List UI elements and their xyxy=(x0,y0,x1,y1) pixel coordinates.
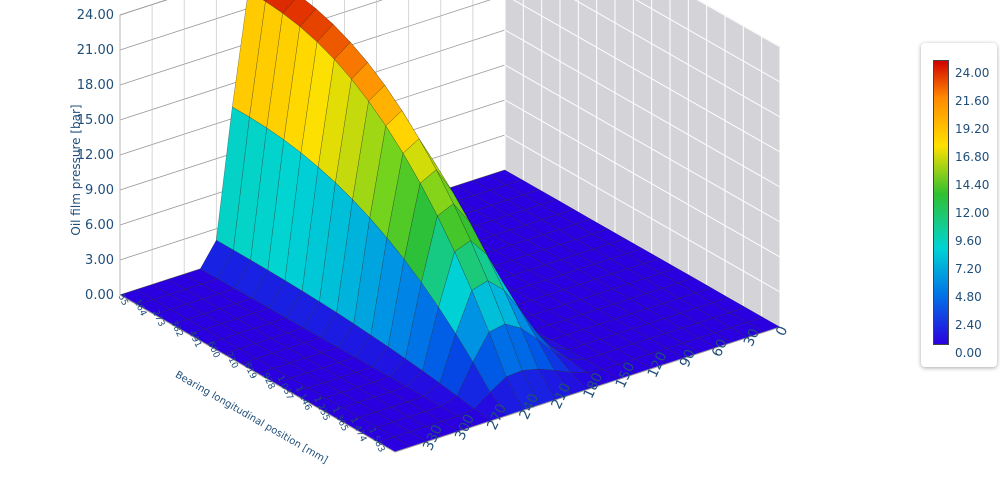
legend-label: 12.00 xyxy=(955,206,990,220)
z-tick-label: 21.00 xyxy=(77,43,114,58)
legend-label: 7.20 xyxy=(955,262,982,276)
legend-label: 16.80 xyxy=(955,150,990,164)
legend-label: 19.20 xyxy=(955,122,990,136)
z-tick-label: 0.00 xyxy=(85,288,114,303)
side-wall-gridline xyxy=(504,29,781,188)
x-tick-label: 60 xyxy=(709,337,731,360)
z-tick-label: 15.00 xyxy=(77,113,114,128)
side-wall-gridline xyxy=(504,64,781,223)
legend-label: 2.40 xyxy=(955,318,982,332)
z-tick-label: 24.00 xyxy=(77,8,114,23)
legend-label: 21.60 xyxy=(955,94,990,108)
x-tick-label: 30 xyxy=(741,326,763,349)
legend-label: 4.80 xyxy=(955,290,982,304)
legend-label: 9.60 xyxy=(955,234,982,248)
legend-colorbar xyxy=(933,60,949,345)
y-tick-label: 55 xyxy=(116,293,130,308)
legend-label: 14.40 xyxy=(955,178,990,192)
z-tick-label: 3.00 xyxy=(85,253,114,268)
z-tick-label: 9.00 xyxy=(85,183,114,198)
side-wall-gridline xyxy=(504,134,781,293)
color-legend: 24.00 21.60 19.20 16.80 14.40 12.00 9.60 7.20 4.… xyxy=(921,43,997,367)
side-wall-gridline xyxy=(696,0,781,48)
side-wall-gridline xyxy=(635,0,781,83)
x-tick-label: 90 xyxy=(677,347,699,370)
legend-label: 24.00 xyxy=(955,66,990,80)
floor-edge xyxy=(119,294,396,453)
z-tick-label: 18.00 xyxy=(77,78,114,93)
x-tick-label: 0 xyxy=(773,324,791,339)
z-tick-label: 12.00 xyxy=(77,148,114,163)
z-axis-title: Oil film pressure [bar] xyxy=(69,104,83,235)
z-tick-label: 6.00 xyxy=(85,218,114,233)
side-wall-gridline xyxy=(512,0,781,153)
side-wall-gridline xyxy=(504,99,781,258)
side-wall-gridline xyxy=(574,0,781,118)
legend-label: 0.00 xyxy=(955,346,982,360)
floor-edge xyxy=(394,326,781,453)
